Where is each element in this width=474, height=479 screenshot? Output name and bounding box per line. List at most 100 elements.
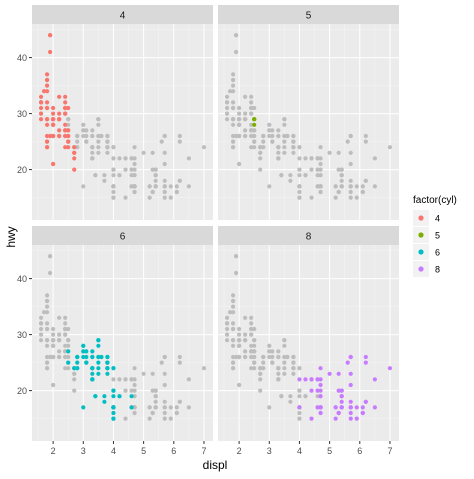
background-point <box>63 366 68 371</box>
data-point-cyl-4 <box>57 128 62 133</box>
background-point <box>162 416 167 421</box>
data-point-cyl-8 <box>345 360 350 365</box>
background-point <box>249 354 254 360</box>
background-point <box>249 133 254 139</box>
background-point <box>243 332 248 337</box>
background-point <box>162 405 167 410</box>
background-point <box>234 33 239 38</box>
background-point <box>258 145 263 150</box>
background-point <box>285 133 290 139</box>
background-point <box>252 105 257 111</box>
background-point <box>315 156 320 161</box>
background-point <box>66 343 71 348</box>
legend-title: factor(cyl) <box>413 195 457 206</box>
background-point <box>261 139 266 144</box>
data-point-cyl-8 <box>348 399 353 404</box>
data-point-cyl-8 <box>339 394 344 399</box>
background-point <box>162 354 167 360</box>
data-point-cyl-4 <box>66 105 71 111</box>
background-point <box>111 156 116 161</box>
axes: 20 30 40 20 30 40 2 3 4 5 6 7 2 3 4 5 6 7 <box>17 53 392 456</box>
background-point <box>84 139 89 144</box>
data-point-cyl-6 <box>75 366 80 371</box>
x-tick-label: 7 <box>201 446 206 456</box>
background-point <box>201 145 207 150</box>
background-point <box>282 354 287 360</box>
background-point <box>230 304 236 309</box>
facet-plot-area-5 <box>218 24 399 220</box>
background-point <box>267 343 272 348</box>
background-point <box>90 145 95 150</box>
background-point <box>297 416 302 421</box>
background-point <box>81 128 86 133</box>
background-point <box>44 293 50 298</box>
data-point-cyl-8 <box>360 405 365 410</box>
data-point-cyl-4 <box>66 133 71 139</box>
background-point <box>230 133 236 139</box>
background-point <box>297 173 302 178</box>
background-point <box>129 167 134 172</box>
data-point-cyl-6 <box>111 410 116 416</box>
background-point <box>96 150 101 155</box>
data-point-cyl-4 <box>51 117 56 122</box>
background-point <box>297 189 302 195</box>
background-point <box>132 410 137 416</box>
background-point <box>282 117 287 122</box>
background-point <box>132 377 137 382</box>
background-point <box>141 371 146 376</box>
data-point-cyl-4 <box>44 89 50 94</box>
data-point-cyl-6 <box>96 366 101 371</box>
background-point <box>72 377 77 382</box>
background-point <box>339 167 344 172</box>
background-point <box>51 343 56 348</box>
background-point <box>249 366 254 371</box>
legend-entry-label: 6 <box>435 248 440 258</box>
background-point <box>147 184 152 189</box>
background-point <box>315 167 320 172</box>
background-point <box>123 167 128 172</box>
data-point-cyl-8 <box>318 366 323 371</box>
background-point <box>291 133 296 139</box>
data-point-cyl-6 <box>96 354 101 360</box>
background-point <box>276 128 281 133</box>
background-point <box>150 150 155 155</box>
facet-strip-label-5: 5 <box>306 11 312 22</box>
background-point <box>387 145 393 150</box>
background-point <box>276 150 281 155</box>
background-point <box>132 388 137 393</box>
facet-strip-label-4: 4 <box>120 11 126 22</box>
background-point <box>48 254 53 259</box>
background-point <box>237 382 242 388</box>
background-point <box>150 371 155 376</box>
background-point <box>96 122 101 127</box>
legend-key-point <box>418 266 424 272</box>
background-point <box>90 150 95 155</box>
background-point <box>276 133 281 139</box>
background-point <box>345 139 350 144</box>
data-point-cyl-6 <box>96 360 101 365</box>
data-point-cyl-4 <box>51 111 56 116</box>
legend-entry-label: 4 <box>435 214 440 224</box>
background-point <box>99 133 104 139</box>
background-point <box>270 349 275 354</box>
background-point <box>267 405 272 410</box>
background-point <box>230 310 236 315</box>
background-point <box>249 315 254 320</box>
data-point-cyl-8 <box>315 405 320 410</box>
background-point <box>51 354 56 360</box>
background-point <box>243 94 248 99</box>
background-point <box>123 156 128 161</box>
background-point <box>249 105 254 111</box>
background-point <box>63 321 68 326</box>
gridlines-5 <box>218 24 399 220</box>
facet-strip-5 <box>218 5 399 24</box>
background-point <box>84 133 89 139</box>
background-point <box>348 178 353 183</box>
background-point <box>224 117 230 122</box>
background-point <box>159 139 164 144</box>
background-point <box>81 184 86 189</box>
background-point <box>44 321 50 326</box>
background-point <box>234 270 239 276</box>
background-point <box>230 366 236 371</box>
data-point-cyl-4 <box>38 111 44 116</box>
